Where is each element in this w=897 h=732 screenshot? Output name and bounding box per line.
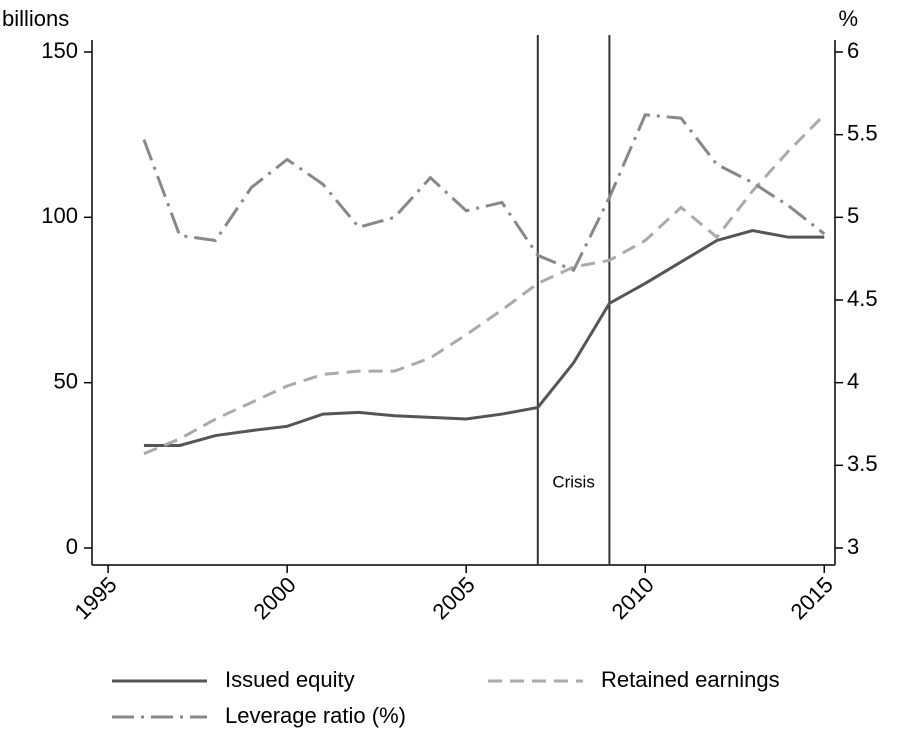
legend-label: Leverage ratio (%) bbox=[225, 703, 406, 728]
y-tick-label: 50 bbox=[54, 368, 78, 393]
series-line bbox=[143, 113, 826, 456]
x-tick-label: 2005 bbox=[428, 572, 480, 624]
y2-tick-label: 6 bbox=[847, 38, 859, 63]
x-tick-label: 1995 bbox=[69, 572, 121, 624]
x-tick-label: 2010 bbox=[607, 572, 659, 624]
y2-axis-label: % bbox=[838, 6, 858, 31]
y2-tick-label: 3 bbox=[847, 534, 859, 559]
y2-tick-label: 5 bbox=[847, 203, 859, 228]
x-tick-label: 2000 bbox=[249, 572, 301, 624]
y-tick-label: 0 bbox=[66, 534, 78, 559]
annotation: Crisis bbox=[552, 472, 595, 491]
series-line bbox=[143, 229, 825, 447]
series-line bbox=[142, 113, 826, 273]
y-tick-label: 100 bbox=[41, 203, 78, 228]
legend-label: Retained earnings bbox=[601, 667, 780, 692]
y2-tick-label: 4.5 bbox=[847, 286, 878, 311]
y2-tick-label: 3.5 bbox=[847, 451, 878, 476]
legend-label: Issued equity bbox=[225, 667, 355, 692]
y2-tick-label: 5.5 bbox=[847, 120, 878, 145]
y-axis-label: billions bbox=[2, 6, 69, 31]
y2-tick-label: 4 bbox=[847, 368, 859, 393]
x-tick-label: 2015 bbox=[786, 572, 838, 624]
y-tick-label: 150 bbox=[41, 38, 78, 63]
